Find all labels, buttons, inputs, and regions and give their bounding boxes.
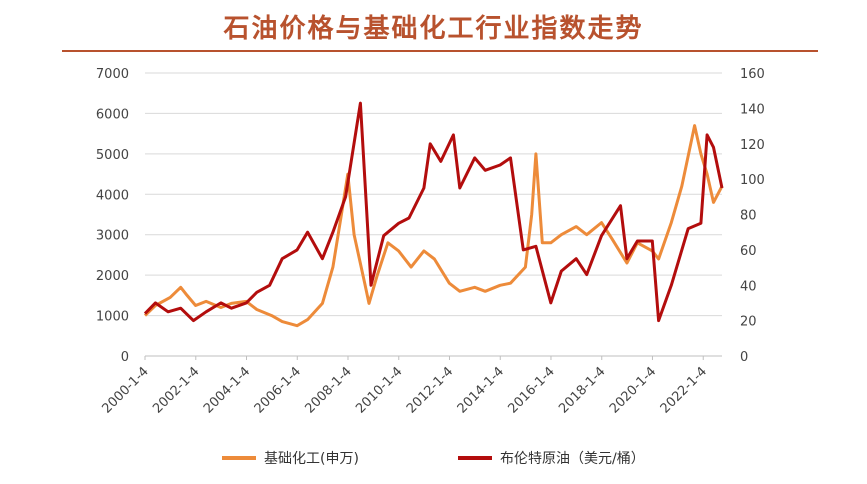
x-tick-label: 2012-1-4 — [404, 364, 456, 416]
legend-label: 布伦特原油（美元/桶） — [500, 451, 645, 467]
series-line-chem-index — [143, 124, 724, 328]
y-right-tick-label: 120 — [740, 138, 765, 153]
x-tick-label: 2006-1-4 — [252, 364, 304, 416]
y-right-tick-label: 80 — [740, 209, 757, 224]
y-right-tick-label: 20 — [740, 315, 757, 330]
y-right-tick-label: 100 — [740, 173, 765, 188]
y-left-tick-label: 2000 — [96, 269, 129, 284]
y-left-tick-label: 4000 — [96, 188, 129, 203]
x-tick-label: 2016-1-4 — [505, 364, 557, 416]
title-underline — [62, 50, 818, 52]
series-lines — [143, 101, 724, 328]
x-tick-label: 2020-1-4 — [607, 364, 659, 416]
y-right-tick-label: 160 — [740, 67, 765, 82]
y-right-tick-label: 40 — [740, 279, 757, 294]
y-right-tick-label: 140 — [740, 102, 765, 117]
y-left-tick-label: 5000 — [96, 148, 129, 163]
x-tick-label: 2014-1-4 — [455, 364, 507, 416]
legend: 基础化工(申万) 布伦特原油（美元/桶） — [222, 450, 645, 467]
chart-title: 石油价格与基础化工行业指数走势 — [223, 14, 644, 44]
x-tick-label: 2008-1-4 — [302, 364, 354, 416]
x-tick-label: 2018-1-4 — [556, 364, 608, 416]
series-line-brent-oil — [143, 101, 724, 323]
x-tick-label: 2000-1-4 — [99, 364, 151, 416]
y-left-tick-label: 3000 — [96, 229, 129, 244]
y-left-tick-label: 0 — [121, 350, 129, 365]
x-tick-label: 2010-1-4 — [353, 364, 405, 416]
x-tick-label: 2022-1-4 — [658, 364, 710, 416]
y-left-tick-label: 7000 — [96, 67, 129, 82]
y-left-tick-label: 1000 — [96, 310, 129, 325]
gridlines — [145, 72, 722, 317]
y-left-tick-label: 6000 — [96, 107, 129, 122]
legend-label: 基础化工(申万) — [264, 450, 359, 467]
x-tick-label: 2004-1-4 — [201, 364, 253, 416]
x-tick-label: 2002-1-4 — [150, 364, 202, 416]
y-right-tick-label: 60 — [740, 244, 757, 259]
y-right-tick-label: 0 — [740, 350, 748, 365]
